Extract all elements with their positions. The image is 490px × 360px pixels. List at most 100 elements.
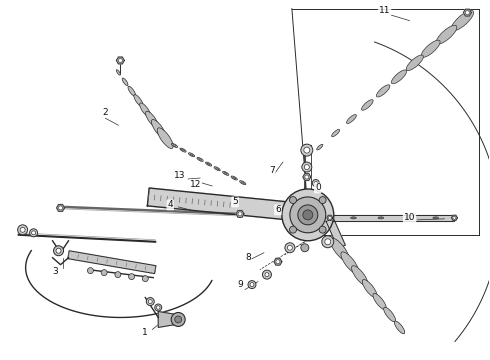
Circle shape bbox=[298, 205, 318, 225]
Ellipse shape bbox=[128, 86, 136, 96]
Circle shape bbox=[29, 229, 38, 237]
Circle shape bbox=[248, 280, 256, 289]
Circle shape bbox=[282, 189, 334, 241]
Circle shape bbox=[147, 298, 154, 306]
Circle shape bbox=[58, 206, 63, 210]
Ellipse shape bbox=[222, 171, 229, 175]
Text: 6: 6 bbox=[275, 206, 281, 215]
Text: 1: 1 bbox=[143, 328, 148, 337]
Ellipse shape bbox=[376, 85, 390, 97]
Ellipse shape bbox=[434, 217, 437, 218]
Ellipse shape bbox=[379, 217, 382, 218]
Circle shape bbox=[290, 197, 326, 233]
Ellipse shape bbox=[451, 10, 474, 31]
Ellipse shape bbox=[373, 293, 386, 310]
Text: 13: 13 bbox=[174, 171, 186, 180]
Polygon shape bbox=[464, 9, 471, 16]
Circle shape bbox=[148, 300, 152, 303]
Ellipse shape bbox=[362, 280, 377, 298]
Polygon shape bbox=[327, 215, 333, 220]
Text: 10: 10 bbox=[404, 213, 416, 222]
Ellipse shape bbox=[351, 217, 356, 219]
Circle shape bbox=[238, 212, 242, 216]
Text: 8: 8 bbox=[245, 253, 251, 262]
Circle shape bbox=[305, 175, 309, 179]
Circle shape bbox=[175, 316, 182, 323]
Circle shape bbox=[328, 216, 331, 219]
Text: 4: 4 bbox=[168, 201, 173, 210]
Circle shape bbox=[303, 210, 313, 220]
Circle shape bbox=[128, 274, 135, 280]
Circle shape bbox=[319, 197, 326, 203]
Ellipse shape bbox=[146, 111, 158, 127]
Circle shape bbox=[285, 243, 295, 253]
Ellipse shape bbox=[207, 163, 210, 165]
Ellipse shape bbox=[157, 128, 173, 148]
Ellipse shape bbox=[332, 129, 340, 137]
Circle shape bbox=[304, 147, 310, 153]
Circle shape bbox=[319, 226, 326, 233]
Ellipse shape bbox=[436, 25, 457, 44]
Ellipse shape bbox=[140, 103, 150, 117]
Circle shape bbox=[156, 306, 160, 309]
Circle shape bbox=[290, 197, 296, 203]
Polygon shape bbox=[451, 215, 457, 220]
Circle shape bbox=[53, 246, 64, 256]
Ellipse shape bbox=[180, 148, 186, 152]
Ellipse shape bbox=[205, 162, 212, 166]
Text: 9: 9 bbox=[237, 280, 243, 289]
Ellipse shape bbox=[352, 266, 368, 285]
Circle shape bbox=[312, 180, 319, 186]
Polygon shape bbox=[56, 204, 65, 211]
Ellipse shape bbox=[172, 144, 177, 148]
Circle shape bbox=[314, 181, 318, 184]
Circle shape bbox=[32, 231, 36, 235]
Circle shape bbox=[290, 226, 296, 233]
Ellipse shape bbox=[406, 55, 423, 71]
Circle shape bbox=[301, 244, 309, 252]
Circle shape bbox=[115, 272, 121, 278]
Circle shape bbox=[119, 58, 122, 62]
Ellipse shape bbox=[190, 154, 193, 156]
Ellipse shape bbox=[197, 157, 203, 161]
Circle shape bbox=[466, 11, 469, 15]
Circle shape bbox=[56, 248, 61, 253]
Circle shape bbox=[171, 312, 185, 327]
Ellipse shape bbox=[330, 238, 349, 261]
Circle shape bbox=[302, 162, 312, 172]
Circle shape bbox=[322, 236, 334, 248]
Ellipse shape bbox=[433, 217, 439, 219]
Circle shape bbox=[276, 260, 280, 264]
Ellipse shape bbox=[216, 168, 219, 170]
Text: 7: 7 bbox=[269, 166, 275, 175]
Circle shape bbox=[263, 270, 271, 279]
Ellipse shape bbox=[240, 181, 246, 185]
Polygon shape bbox=[330, 215, 454, 221]
Ellipse shape bbox=[122, 78, 128, 86]
Text: 5: 5 bbox=[232, 197, 238, 206]
Ellipse shape bbox=[233, 177, 236, 179]
Circle shape bbox=[142, 276, 148, 282]
Text: 2: 2 bbox=[102, 108, 108, 117]
Circle shape bbox=[304, 165, 309, 170]
Circle shape bbox=[20, 227, 25, 232]
Circle shape bbox=[287, 245, 293, 250]
Ellipse shape bbox=[378, 217, 384, 219]
Ellipse shape bbox=[384, 307, 395, 322]
Text: 0: 0 bbox=[315, 184, 320, 193]
Ellipse shape bbox=[134, 95, 143, 107]
Polygon shape bbox=[303, 174, 311, 180]
Text: 3: 3 bbox=[52, 267, 58, 276]
Ellipse shape bbox=[214, 167, 220, 171]
Ellipse shape bbox=[224, 172, 227, 174]
Circle shape bbox=[18, 225, 27, 235]
Ellipse shape bbox=[346, 114, 356, 123]
Circle shape bbox=[155, 304, 162, 311]
Ellipse shape bbox=[231, 176, 237, 180]
Text: 12: 12 bbox=[190, 180, 201, 189]
Circle shape bbox=[87, 268, 94, 274]
Ellipse shape bbox=[241, 182, 245, 184]
Circle shape bbox=[325, 239, 331, 245]
Ellipse shape bbox=[407, 217, 410, 218]
Ellipse shape bbox=[151, 120, 166, 138]
